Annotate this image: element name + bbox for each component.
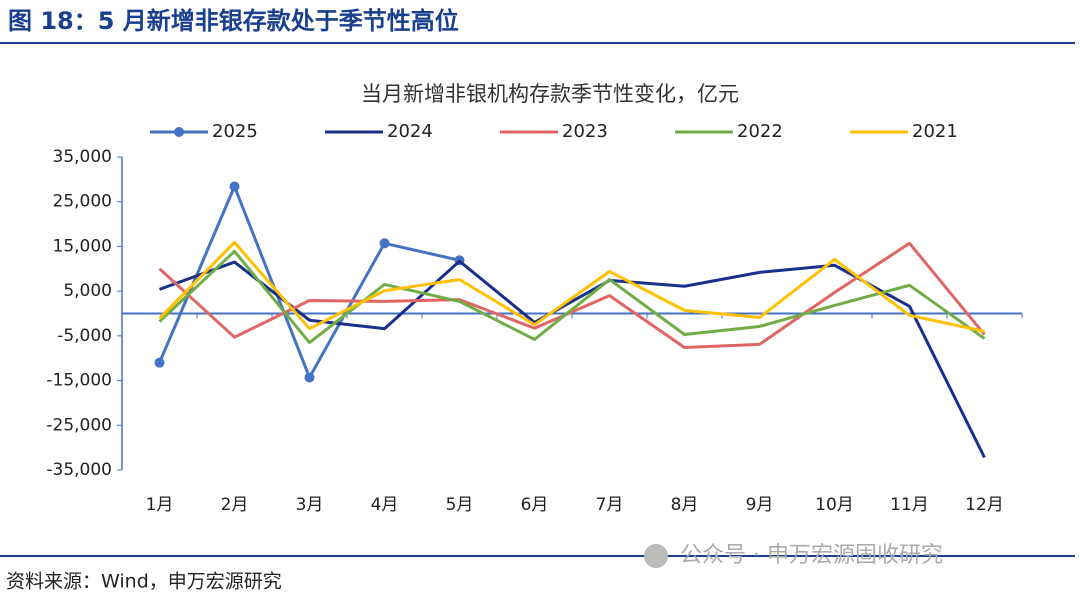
watermark-icon bbox=[644, 544, 668, 568]
legend-label: 2023 bbox=[562, 121, 608, 142]
source: 资料来源：Wind，申万宏源研究 bbox=[6, 571, 282, 593]
series-line bbox=[158, 185, 460, 379]
x-tick-label: 7月 bbox=[596, 495, 624, 515]
x-tick-label: 8月 bbox=[671, 495, 699, 515]
point bbox=[229, 181, 240, 192]
header-title: 图 18：5 月新增非银存款处于季节性高位 bbox=[8, 7, 459, 35]
x-tick-label: 6月 bbox=[521, 495, 549, 515]
legend-marker bbox=[174, 127, 184, 137]
x-tick-label: 5月 bbox=[446, 495, 474, 515]
x-tick-label: 10月 bbox=[815, 495, 854, 515]
x-tick-label: 12月 bbox=[965, 495, 1004, 515]
y-tick-label: -35,000 bbox=[46, 460, 112, 480]
point bbox=[379, 238, 390, 249]
y-tick-label: 5,000 bbox=[63, 281, 112, 301]
x-tick-label: 4月 bbox=[371, 495, 399, 515]
chart-title: 当月新增非银机构存款季节性变化，亿元 bbox=[361, 82, 739, 106]
y-tick-label: 25,000 bbox=[53, 192, 112, 212]
series-line bbox=[158, 240, 985, 333]
legend-label: 2021 bbox=[912, 121, 958, 142]
y-tick-label: 15,000 bbox=[53, 236, 112, 256]
legend-label: 2024 bbox=[387, 121, 433, 142]
series-line bbox=[158, 241, 986, 349]
legend-label: 2022 bbox=[737, 121, 783, 142]
x-tick-label: 1月 bbox=[146, 495, 174, 515]
x-tick-label: 11月 bbox=[890, 495, 929, 515]
y-tick-label: -5,000 bbox=[57, 326, 112, 346]
x-tick-label: 2月 bbox=[221, 495, 249, 515]
y-tick-label: -25,000 bbox=[46, 415, 112, 435]
y-tick-label: -15,000 bbox=[46, 371, 112, 391]
x-tick-label: 9月 bbox=[746, 495, 774, 515]
series-line bbox=[158, 249, 986, 345]
legend-label: 2025 bbox=[212, 121, 258, 142]
point bbox=[154, 357, 165, 368]
x-tick-label: 3月 bbox=[296, 495, 324, 515]
point bbox=[304, 372, 315, 383]
series-line bbox=[158, 259, 986, 459]
y-tick-label: 35,000 bbox=[53, 147, 112, 167]
watermark: 公众号 · 申万宏源固收研究 bbox=[680, 543, 943, 568]
